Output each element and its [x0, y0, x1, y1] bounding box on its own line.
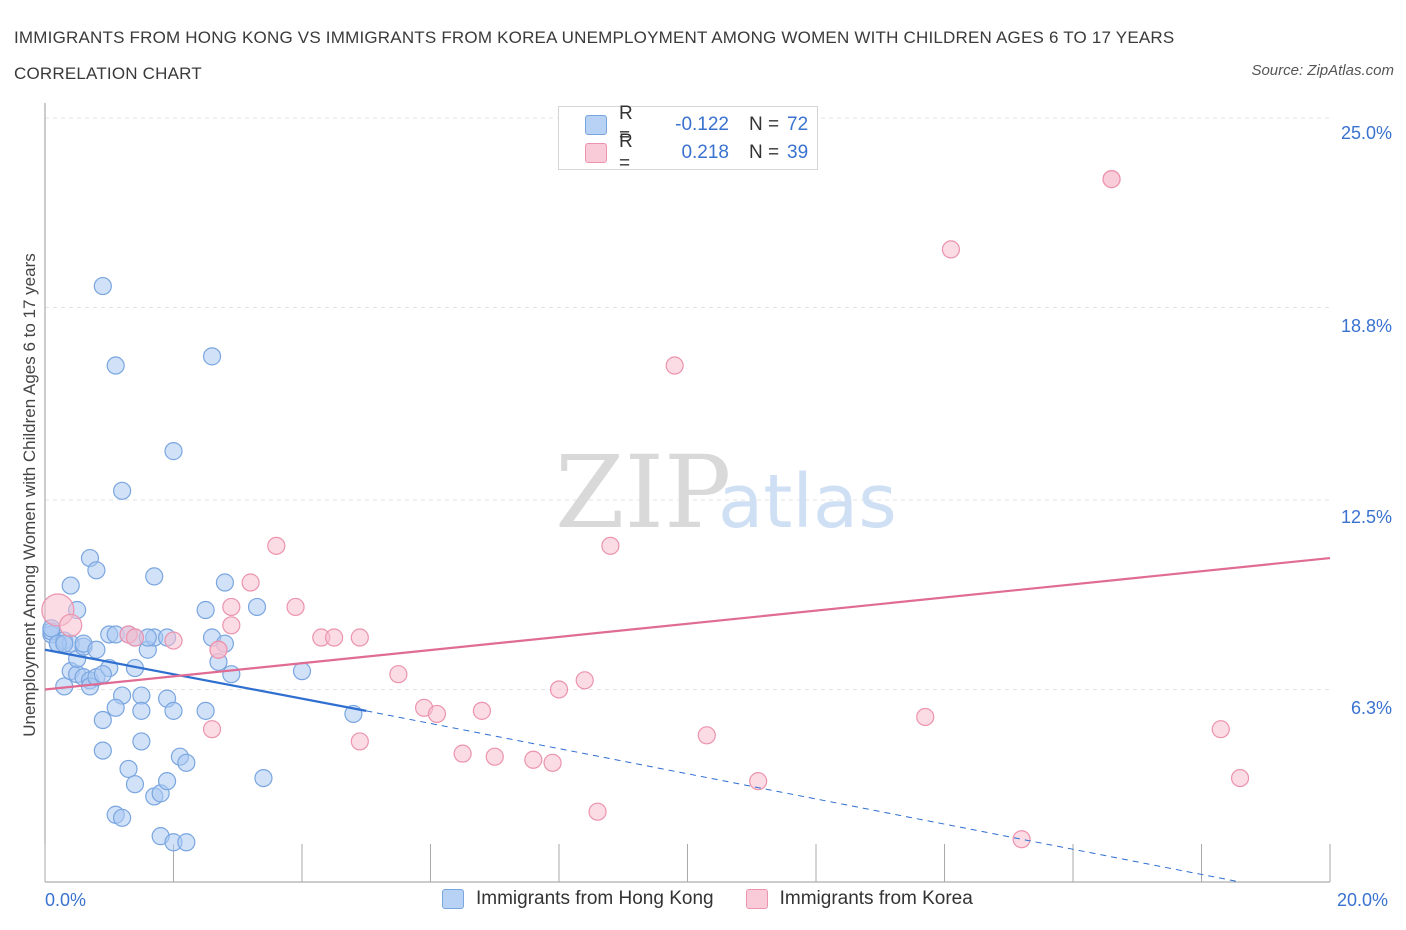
- korea-point: [350, 628, 369, 647]
- hong_kong-point: [132, 732, 151, 751]
- korea-point: [125, 628, 145, 647]
- korea-point: [665, 356, 684, 375]
- korea-point: [286, 597, 305, 617]
- hong_kong-point: [87, 640, 106, 659]
- n-value: 72: [787, 114, 809, 135]
- korea-swatch: [745, 889, 768, 909]
- chart-title: IMMIGRANTS FROM HONG KONG VS IMMIGRANTS …: [14, 28, 1175, 83]
- hong_kong-point: [61, 576, 80, 595]
- hong_kong-point: [196, 701, 215, 720]
- r-value: 0.218: [681, 142, 729, 163]
- korea-point: [389, 665, 408, 684]
- hong_kong-point: [112, 808, 132, 827]
- watermark-atlas: atlas: [718, 459, 897, 545]
- hong_kong-point: [93, 276, 112, 296]
- korea-point: [575, 671, 594, 690]
- hong_kong-trend-line: [44, 648, 367, 712]
- korea-point: [267, 536, 286, 555]
- bottom-legend: Immigrants from Hong Kong Immigrants fro…: [442, 888, 1005, 910]
- n-label: N =: [749, 114, 780, 135]
- x-tick-label-max: 20.0%: [1337, 890, 1389, 910]
- hong_kong-point: [292, 662, 312, 681]
- n-value: 39: [787, 142, 809, 163]
- korea-point: [485, 747, 504, 766]
- korea-point: [1230, 768, 1250, 788]
- hong_kong-point: [254, 768, 273, 788]
- y-axis-label: Unemployment Among Women with Children A…: [20, 253, 39, 737]
- y-tick-label-12-5: 12.5%: [1340, 507, 1392, 527]
- hong_kong-trend-line: [366, 710, 1241, 883]
- korea-swatch: [585, 143, 607, 163]
- korea-point: [543, 753, 562, 772]
- n-label: N =: [749, 142, 780, 163]
- hong_kong-point: [215, 573, 234, 592]
- hong_kong-point: [119, 759, 138, 779]
- y-tick-label-6-3: 6.3%: [1350, 698, 1392, 718]
- korea-point: [697, 726, 716, 745]
- hong_kong-point: [55, 634, 74, 653]
- hong_kong-point: [177, 833, 196, 852]
- legend-item-korea: Immigrants from Korea: [745, 888, 973, 910]
- r-label: R =: [619, 103, 633, 146]
- hong-kong-swatch: [442, 889, 464, 909]
- korea-point: [1012, 830, 1031, 849]
- korea-point: [427, 704, 447, 724]
- korea-point: [549, 680, 569, 699]
- hong_kong-point: [145, 567, 164, 586]
- watermark-zip: ZIP: [555, 434, 731, 551]
- hong_kong-point: [132, 686, 151, 705]
- korea-point: [241, 573, 260, 592]
- r-value: -0.122: [675, 114, 729, 135]
- hong_kong-point: [87, 561, 106, 580]
- korea-point: [325, 628, 344, 647]
- korea-point: [941, 240, 961, 259]
- hong_kong-point: [93, 741, 112, 760]
- hong_kong-point: [106, 698, 125, 717]
- hong_kong-point: [93, 710, 112, 730]
- hong_kong-point: [164, 442, 183, 461]
- legend-label-hong-kong: Immigrants from Hong Kong: [476, 888, 714, 909]
- legend-item-hong-kong: Immigrants from Hong Kong: [442, 888, 714, 910]
- hong-kong-swatch: [585, 115, 607, 135]
- korea-point: [453, 744, 472, 763]
- korea-point: [749, 772, 768, 791]
- korea-point: [202, 720, 222, 739]
- hong_kong-point: [247, 597, 267, 617]
- stats-legend: R = -0.122 N = 72 R = 0.218 N = 39: [558, 103, 818, 174]
- hong_kong-point: [132, 701, 151, 720]
- korea-point: [350, 732, 369, 751]
- korea-point: [588, 802, 607, 821]
- hong_kong-point: [93, 665, 112, 684]
- hong_kong-point: [222, 665, 241, 684]
- r-label: R =: [619, 131, 633, 174]
- x-tick-label-min: 0.0%: [45, 890, 87, 910]
- hong_kong-point: [177, 753, 196, 772]
- stats-row-hong-kong: R = -0.122 N = 72: [585, 103, 809, 146]
- korea-point: [1102, 170, 1121, 189]
- korea-point: [524, 750, 543, 769]
- hong_kong-point: [202, 347, 222, 366]
- korea-point: [222, 597, 241, 617]
- korea-point: [59, 613, 83, 637]
- korea-point: [916, 707, 935, 727]
- stats-row-korea: R = 0.218 N = 39: [585, 131, 809, 174]
- korea-trend-line: [44, 556, 1331, 691]
- source-credit: Source: ZipAtlas.com: [1251, 62, 1394, 79]
- hong_kong-point: [112, 481, 132, 500]
- y-tick-label-25: 25.0%: [1340, 123, 1392, 143]
- korea-point: [1211, 720, 1230, 739]
- y-tick-label-18-8: 18.8%: [1340, 316, 1392, 336]
- hong_kong-point: [196, 600, 215, 620]
- korea-point: [164, 631, 183, 650]
- korea-point: [601, 536, 620, 555]
- hong_kong-point: [125, 775, 145, 794]
- hong_kong-point: [164, 701, 183, 720]
- hong_kong-point: [157, 772, 177, 791]
- hong_kong-point: [106, 356, 125, 375]
- korea-point: [222, 616, 241, 635]
- korea-point: [472, 701, 491, 720]
- legend-label-korea: Immigrants from Korea: [779, 888, 973, 909]
- korea-point: [209, 640, 228, 659]
